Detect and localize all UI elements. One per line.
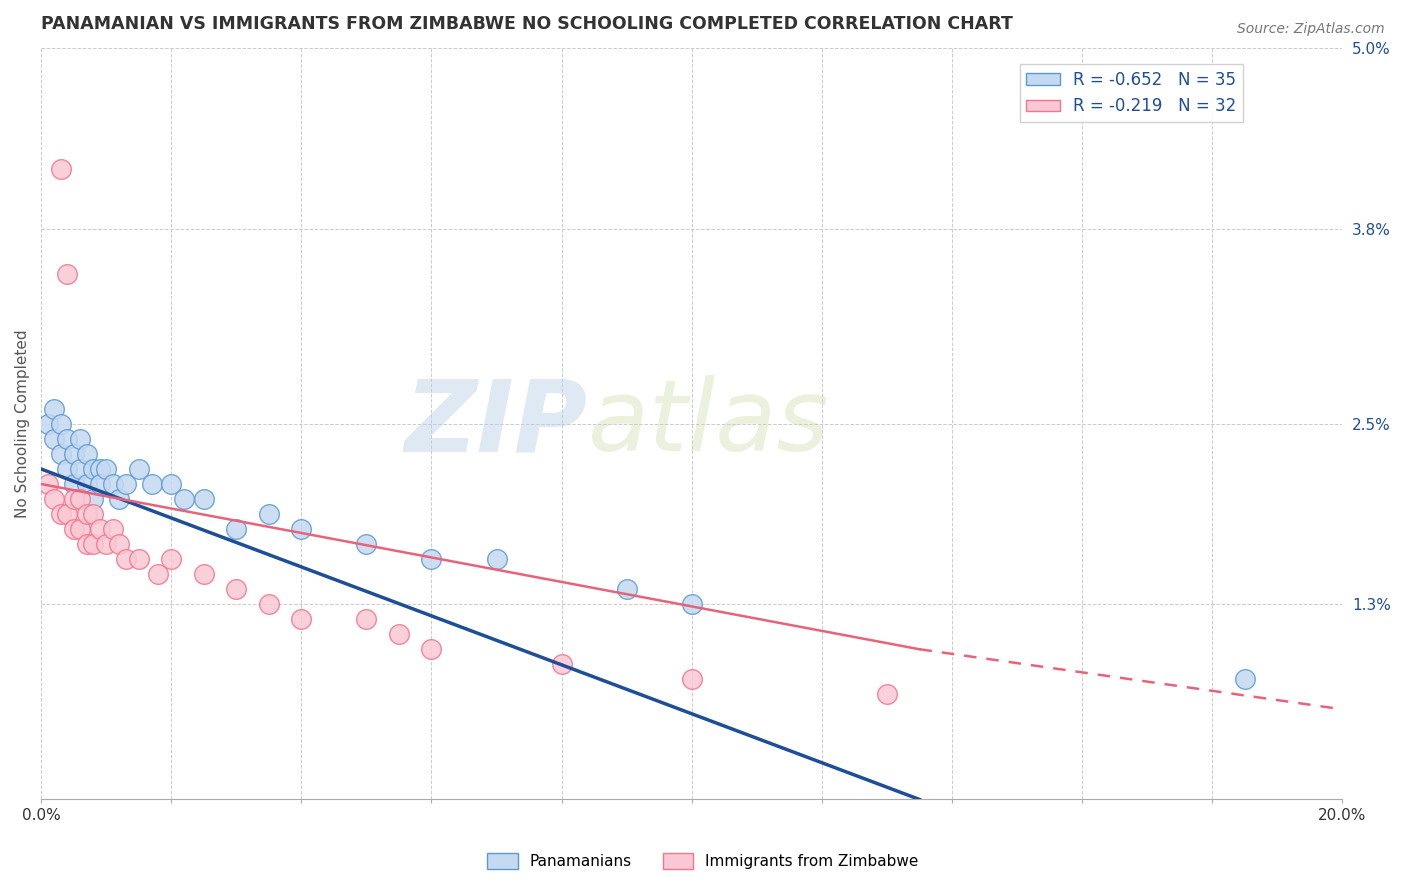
Point [89,477,111,491]
Point [485,552,508,566]
Point [160,552,183,566]
Point [1233,673,1256,687]
Point [550,657,572,672]
Legend: R = -0.652   N = 35, R = -0.219   N = 32: R = -0.652 N = 35, R = -0.219 N = 32 [1019,64,1243,122]
Point [681,673,703,687]
Point [42,491,65,506]
Point [193,491,215,506]
Point [101,522,124,536]
Point [420,552,443,566]
Point [37,477,59,491]
Point [62,522,84,536]
Point [290,612,312,626]
Point [56,507,79,521]
Point [148,567,170,582]
Point [173,491,195,506]
Point [114,477,136,491]
Point [681,597,703,611]
Point [69,491,91,506]
Point [257,597,280,611]
Point [69,432,91,446]
Point [76,477,98,491]
Point [76,447,98,461]
Point [876,687,898,701]
Point [37,417,59,431]
Point [82,491,104,506]
Point [56,462,79,476]
Point [356,537,378,551]
Point [62,477,84,491]
Point [49,417,72,431]
Point [225,582,247,597]
Point [89,462,111,476]
Point [76,537,98,551]
Point [49,447,72,461]
Point [160,477,183,491]
Point [76,507,98,521]
Point [96,537,118,551]
Point [225,522,247,536]
Point [62,447,84,461]
Point [101,477,124,491]
Point [56,432,79,446]
Point [69,522,91,536]
Text: atlas: atlas [588,376,830,473]
Point [420,642,443,657]
Point [82,507,104,521]
Point [42,401,65,416]
Text: ZIP: ZIP [405,376,588,473]
Point [56,267,79,281]
Y-axis label: No Schooling Completed: No Schooling Completed [15,330,30,518]
Point [69,462,91,476]
Point [290,522,312,536]
Point [49,507,72,521]
Point [89,522,111,536]
Point [42,432,65,446]
Text: PANAMANIAN VS IMMIGRANTS FROM ZIMBABWE NO SCHOOLING COMPLETED CORRELATION CHART: PANAMANIAN VS IMMIGRANTS FROM ZIMBABWE N… [41,15,1012,33]
Text: Source: ZipAtlas.com: Source: ZipAtlas.com [1237,22,1385,37]
Point [356,612,378,626]
Point [62,491,84,506]
Point [257,507,280,521]
Point [128,462,150,476]
Point [82,537,104,551]
Point [193,567,215,582]
Point [82,462,104,476]
Point [616,582,638,597]
Point [141,477,163,491]
Point [49,161,72,176]
Point [388,627,411,641]
Point [108,491,131,506]
Point [114,552,136,566]
Point [96,462,118,476]
Point [128,552,150,566]
Legend: Panamanians, Immigrants from Zimbabwe: Panamanians, Immigrants from Zimbabwe [481,847,925,875]
Point [108,537,131,551]
